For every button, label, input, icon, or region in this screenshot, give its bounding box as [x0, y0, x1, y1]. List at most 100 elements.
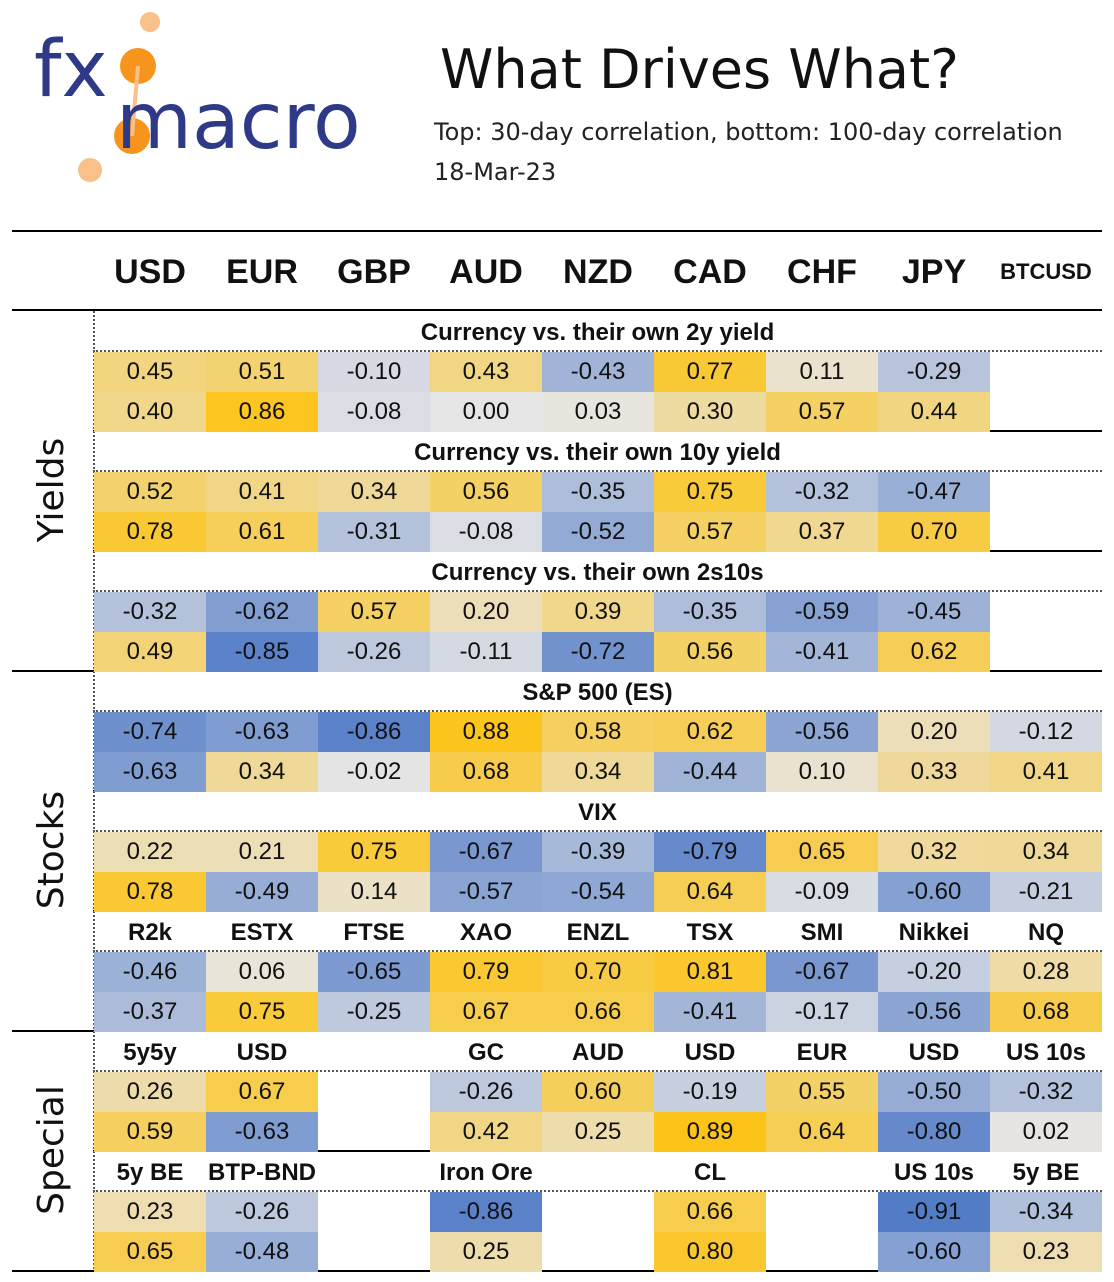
- heatmap-cell: 0.81: [654, 952, 766, 992]
- block-6-label-4: AUD: [572, 1039, 624, 1066]
- heatmap-cell: -0.08: [318, 392, 430, 432]
- heatmap-cell: 0.89: [654, 1112, 766, 1152]
- heatmap-cell: 0.03: [542, 392, 654, 432]
- heatmap-cell: 0.34: [318, 472, 430, 512]
- heatmap-cell: 0.70: [878, 512, 990, 552]
- heatmap-cell: -0.02: [318, 752, 430, 792]
- top-rule: [12, 230, 1102, 232]
- fxmacro-logo: fx macro: [34, 12, 361, 182]
- heatmap-cell: 0.23: [94, 1192, 206, 1232]
- heatmap-cell: 0.34: [542, 752, 654, 792]
- heatmap-cell: 0.62: [654, 712, 766, 752]
- heatmap-cell: 0.86: [206, 392, 318, 432]
- heatmap-cell: -0.49: [206, 872, 318, 912]
- block-7-label-5: CL: [694, 1159, 726, 1186]
- heatmap-cell: 0.67: [206, 1072, 318, 1112]
- heatmap-cell: -0.52: [542, 512, 654, 552]
- heatmap-cell: -0.56: [766, 712, 878, 752]
- heatmap-cell: -0.46: [94, 952, 206, 992]
- heatmap-cell: 0.80: [654, 1232, 766, 1272]
- heatmap-cell: -0.67: [766, 952, 878, 992]
- heatmap-cell: 0.25: [430, 1232, 542, 1272]
- block-7-label-3: Iron Ore: [439, 1159, 533, 1186]
- heatmap-cell: -0.35: [654, 592, 766, 632]
- heatmap-cell: -0.26: [318, 632, 430, 672]
- heatmap-cell: 0.32: [878, 832, 990, 872]
- heatmap-cell: -0.09: [766, 872, 878, 912]
- heatmap-cell: -0.43: [542, 352, 654, 392]
- heatmap-cell: -0.26: [206, 1192, 318, 1232]
- heatmap-cell: -0.50: [878, 1072, 990, 1112]
- block-7-label-8: 5y BE: [1012, 1159, 1080, 1186]
- heatmap-cell: 0.75: [206, 992, 318, 1032]
- heatmap-cell: -0.56: [878, 992, 990, 1032]
- heatmap-cell: 0.06: [206, 952, 318, 992]
- heatmap-cell: 0.59: [94, 1112, 206, 1152]
- column-header-gbp: GBP: [337, 253, 411, 291]
- heatmap-cell: 0.26: [94, 1072, 206, 1112]
- heatmap-cell: -0.54: [542, 872, 654, 912]
- block-label-underline-5: [93, 950, 1102, 952]
- row-group-label-yields: Yields: [31, 437, 72, 543]
- block-title-underline-3: [93, 710, 1102, 712]
- bottom-rule: [12, 1270, 1102, 1272]
- column-header-btcusd: BTCUSD: [1000, 259, 1092, 284]
- heatmap-cell: -0.21: [990, 872, 1102, 912]
- block-7-label-1: BTP-BND: [208, 1159, 316, 1186]
- heatmap-cell: -0.17: [766, 992, 878, 1032]
- logo-text-macro: macro: [116, 77, 361, 167]
- column-header-aud: AUD: [449, 253, 523, 291]
- column-header-cad: CAD: [673, 253, 747, 291]
- heatmap-cell: -0.11: [430, 632, 542, 672]
- logo-dot-small: [140, 12, 160, 32]
- heatmap-cell: -0.63: [206, 1112, 318, 1152]
- heatmap-cell: 0.56: [654, 632, 766, 672]
- heatmap-cell: -0.47: [878, 472, 990, 512]
- block-6-label-3: GC: [468, 1039, 504, 1066]
- block-title-0: Currency vs. their own 2y yield: [420, 319, 775, 346]
- block-5-label-6: SMI: [800, 919, 844, 946]
- heatmap-cell: 0.88: [430, 712, 542, 752]
- heatmap-cell: 0.68: [430, 752, 542, 792]
- heatmap-cell: -0.25: [318, 992, 430, 1032]
- heatmap-cell: 0.70: [542, 952, 654, 992]
- heatmap-cell: 0.20: [430, 592, 542, 632]
- block-6-label-8: US 10s: [1005, 1039, 1087, 1066]
- block-5-label-1: ESTX: [230, 919, 294, 946]
- heatmap-cell: -0.65: [318, 952, 430, 992]
- heatmap-cell: -0.44: [654, 752, 766, 792]
- heatmap-cell: -0.45: [878, 592, 990, 632]
- heatmap-cell: 0.45: [94, 352, 206, 392]
- heatmap-cell: 0.57: [766, 392, 878, 432]
- heatmap-cell: 0.49: [94, 632, 206, 672]
- block-5-label-2: FTSE: [343, 919, 405, 946]
- heatmap-cell: 0.33: [878, 752, 990, 792]
- heatmap-cell: 0.25: [542, 1112, 654, 1152]
- column-header-eur: EUR: [226, 253, 298, 291]
- heatmap-cell: 0.28: [990, 952, 1102, 992]
- heatmap-cell: -0.35: [542, 472, 654, 512]
- block-title-4: VIX: [578, 799, 617, 826]
- heatmap-cell: -0.10: [318, 352, 430, 392]
- block-5-label-0: R2k: [127, 919, 173, 946]
- heatmap-cell: -0.19: [654, 1072, 766, 1112]
- block-title-2: Currency vs. their own 2s10s: [431, 559, 764, 586]
- block-7-label-7: US 10s: [893, 1159, 975, 1186]
- block-6-label-5: USD: [684, 1039, 736, 1066]
- heatmap-cell: -0.85: [206, 632, 318, 672]
- heatmap-cell: -0.63: [94, 752, 206, 792]
- heatmap-cell: -0.59: [766, 592, 878, 632]
- block-5-label-8: NQ: [1028, 919, 1064, 946]
- heatmap-cell: -0.32: [766, 472, 878, 512]
- heatmap-cell: 0.40: [94, 392, 206, 432]
- heatmap-cell: -0.74: [94, 712, 206, 752]
- heatmap-cell: 0.78: [94, 512, 206, 552]
- heatmap-cell: -0.86: [318, 712, 430, 752]
- header-rule: [12, 309, 1102, 311]
- heatmap-cell: -0.79: [654, 832, 766, 872]
- heatmap-cell: 0.79: [430, 952, 542, 992]
- block-7-label-0: 5y BE: [116, 1159, 184, 1186]
- heatmap-cell: -0.41: [654, 992, 766, 1032]
- heatmap-cell: 0.51: [206, 352, 318, 392]
- heatmap-cell: 0.02: [990, 1112, 1102, 1152]
